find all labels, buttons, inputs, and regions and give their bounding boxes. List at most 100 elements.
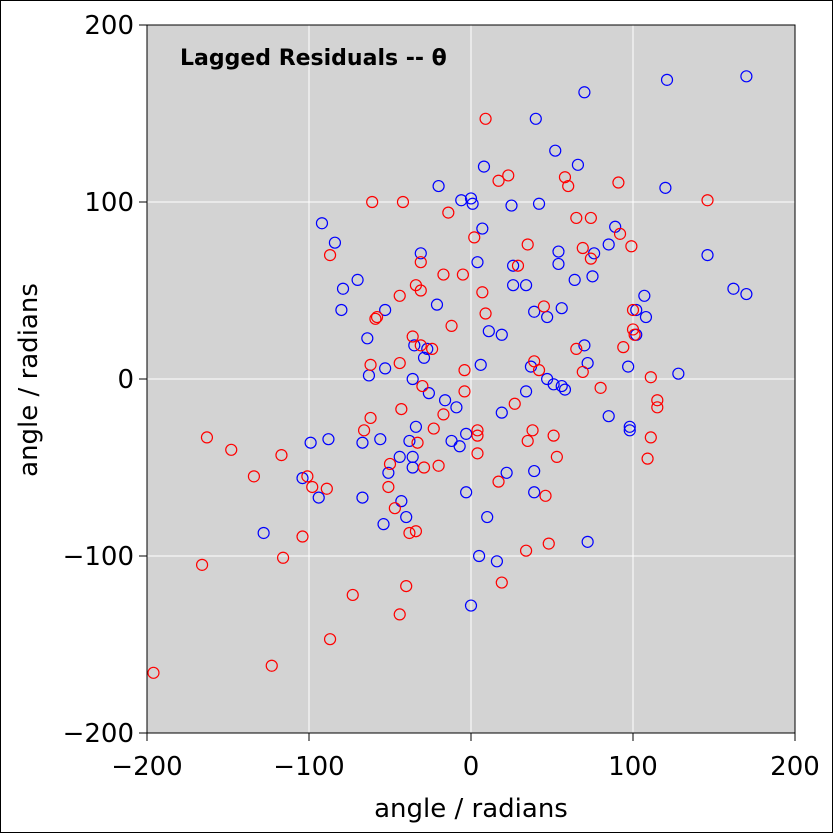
data-points — [147, 70, 753, 679]
data-point-series-2 — [479, 112, 492, 125]
y-tick-label: −100 — [63, 542, 134, 572]
data-point-series-1 — [322, 433, 335, 446]
data-point-series-2 — [247, 470, 261, 483]
data-point-series-1 — [422, 387, 435, 400]
data-point-series-2 — [265, 659, 278, 672]
data-point-series-2 — [411, 436, 424, 449]
data-point-series-1 — [639, 310, 653, 324]
data-point-series-1 — [474, 358, 487, 371]
y-tick-label: 200 — [84, 11, 134, 41]
data-point-series-2 — [301, 470, 314, 483]
data-point-series-1 — [430, 298, 444, 311]
data-point-series-1 — [460, 486, 473, 499]
data-point-series-1 — [351, 273, 364, 286]
data-point-series-2 — [519, 544, 533, 557]
data-point-series-2 — [542, 537, 555, 550]
data-point-series-1 — [552, 257, 565, 271]
data-point-series-1 — [361, 332, 374, 345]
data-point-series-1 — [581, 535, 594, 548]
grid-lines — [147, 25, 795, 733]
data-point-series-2 — [414, 284, 427, 297]
data-point-series-2 — [414, 339, 427, 352]
data-point-series-1 — [466, 197, 479, 210]
y-tick-label: −200 — [63, 719, 134, 749]
data-point-series-1 — [393, 450, 406, 463]
data-point-series-1 — [630, 303, 643, 317]
data-point-series-1 — [460, 427, 473, 440]
data-point-series-2 — [644, 371, 657, 384]
data-point-series-2 — [393, 608, 406, 621]
data-point-series-1 — [476, 222, 489, 235]
data-point-series-2 — [442, 206, 455, 219]
data-point-series-1 — [507, 259, 520, 272]
data-point-series-1 — [477, 160, 491, 173]
data-point-series-1 — [403, 434, 416, 448]
data-point-series-2 — [346, 588, 359, 602]
data-point-series-1 — [304, 436, 317, 449]
data-point-series-2 — [502, 169, 515, 182]
data-point-series-1 — [464, 599, 478, 612]
data-point-series-1 — [578, 86, 591, 99]
data-point-series-1 — [495, 328, 508, 341]
data-point-series-2 — [432, 459, 445, 472]
data-point-series-1 — [455, 194, 468, 207]
data-point-series-1 — [555, 379, 568, 393]
data-point-series-2 — [471, 424, 484, 437]
data-point-series-2 — [492, 174, 505, 187]
data-point-series-2 — [562, 179, 575, 193]
data-point-series-1 — [638, 289, 651, 302]
data-point-series-2 — [406, 330, 419, 343]
data-point-series-2 — [468, 231, 481, 244]
data-point-series-1 — [409, 420, 423, 433]
data-point-series-1 — [417, 351, 431, 364]
data-point-series-1 — [507, 279, 520, 292]
x-tick-label: −200 — [111, 752, 182, 782]
data-point-series-2 — [508, 397, 521, 410]
data-point-series-2 — [570, 342, 583, 356]
data-point-series-1 — [438, 394, 452, 407]
data-point-series-2 — [471, 447, 484, 460]
data-point-series-1 — [558, 383, 572, 396]
x-tick-label: −100 — [273, 752, 344, 782]
data-point-series-1 — [519, 279, 533, 292]
data-point-series-2 — [570, 211, 583, 225]
y-tick-label: 0 — [117, 365, 134, 395]
data-point-series-2 — [492, 475, 505, 488]
data-point-series-1 — [505, 199, 518, 212]
data-point-series-2 — [584, 252, 597, 265]
data-point-series-2 — [576, 365, 589, 379]
data-point-series-2 — [594, 381, 607, 394]
data-point-series-2 — [306, 480, 319, 494]
data-point-series-1 — [519, 385, 533, 398]
data-point-series-2 — [200, 431, 214, 444]
data-point-series-2 — [625, 240, 638, 253]
data-point-series-2 — [537, 300, 551, 313]
data-point-series-2 — [393, 356, 406, 370]
x-tick-label: 0 — [463, 752, 480, 782]
data-point-series-1 — [586, 270, 599, 283]
data-point-series-2 — [612, 176, 625, 189]
data-point-series-1 — [571, 158, 585, 171]
data-point-series-2 — [369, 312, 382, 325]
data-point-series-2 — [641, 452, 654, 465]
data-point-series-2 — [617, 341, 630, 354]
data-point-series-2 — [388, 502, 401, 515]
data-point-series-1 — [328, 236, 342, 249]
data-point-series-1 — [296, 472, 309, 485]
data-point-series-2 — [521, 238, 534, 251]
data-point-series-1 — [336, 282, 350, 295]
data-point-series-1 — [473, 549, 486, 563]
data-point-series-2 — [576, 241, 589, 255]
data-point-series-1 — [555, 302, 568, 315]
data-point-series-2 — [550, 450, 563, 463]
data-point-series-1 — [257, 526, 270, 540]
data-point-series-2 — [366, 195, 379, 209]
data-point-series-1 — [528, 464, 541, 478]
data-point-series-2 — [400, 579, 413, 593]
data-point-series-2 — [651, 394, 664, 407]
data-point-series-2 — [521, 434, 534, 448]
x-tick-labels: −200 −100 0 100 200 — [111, 752, 820, 782]
data-point-series-1 — [622, 360, 635, 373]
data-point-series-2 — [701, 194, 714, 207]
x-tick-label: 200 — [770, 752, 820, 782]
